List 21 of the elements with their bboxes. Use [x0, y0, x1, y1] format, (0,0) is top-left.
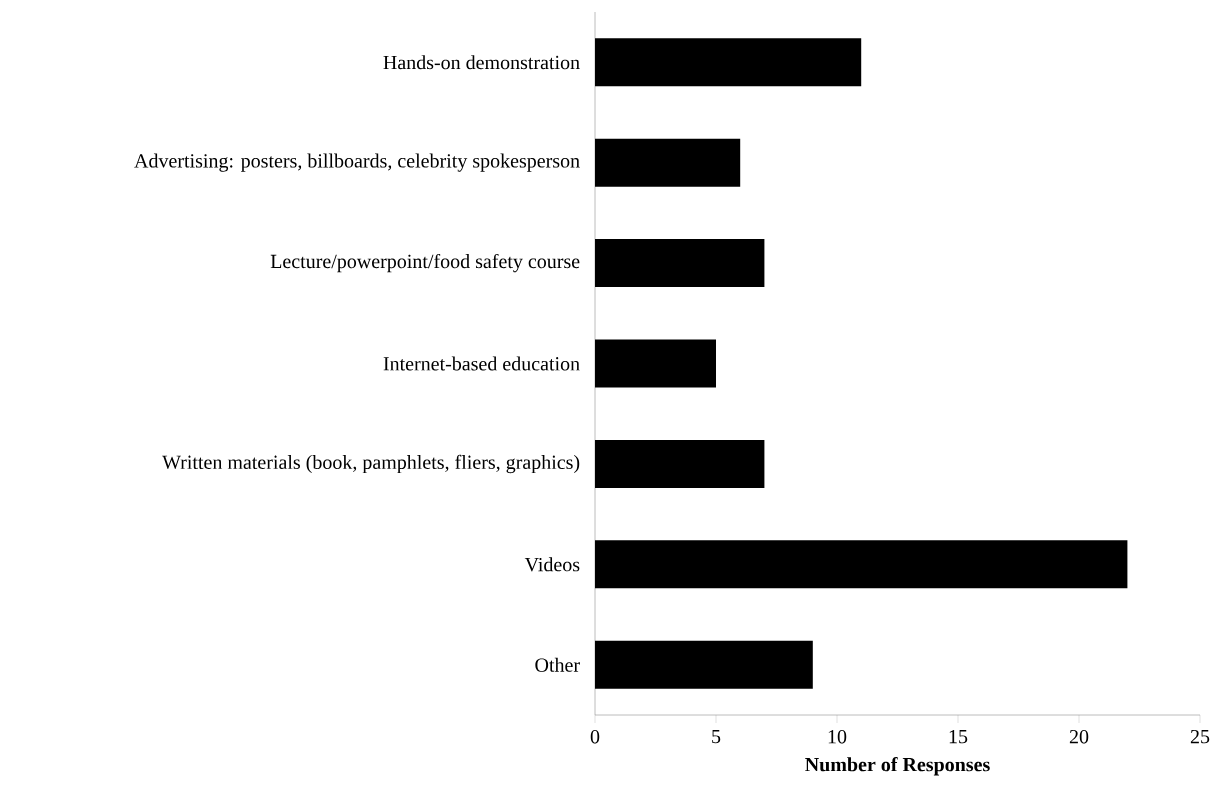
bar — [595, 540, 1128, 589]
y-tick-label: Written materials (book, pamphlets, fliers, graphics) — [162, 454, 580, 474]
bar — [595, 38, 862, 87]
x-tick-label: 10 — [828, 729, 847, 744]
y-tick-label: Internet-based education — [383, 356, 580, 371]
x-tick-label: 0 — [590, 729, 600, 744]
y-tick-label: Lecture/powerpoint/food safety course — [270, 253, 580, 273]
y-tick-label: Other — [535, 657, 580, 672]
bar — [595, 239, 765, 288]
y-tick-label: Hands-on demonstration — [383, 55, 580, 70]
x-axis-title: Number of Responses — [805, 757, 990, 776]
bar — [595, 640, 813, 689]
x-tick-label: 15 — [949, 729, 968, 744]
bar — [595, 138, 741, 187]
bar — [595, 339, 717, 388]
bar — [595, 439, 765, 488]
x-tick-label: 5 — [712, 729, 721, 744]
y-tick-label: Advertising: posters, billboards, celebrity spokesperson — [134, 153, 580, 172]
y-tick-label: Videos — [524, 557, 580, 572]
x-tick-label: 20 — [1069, 729, 1089, 744]
x-tick-label: 25 — [1190, 729, 1210, 744]
